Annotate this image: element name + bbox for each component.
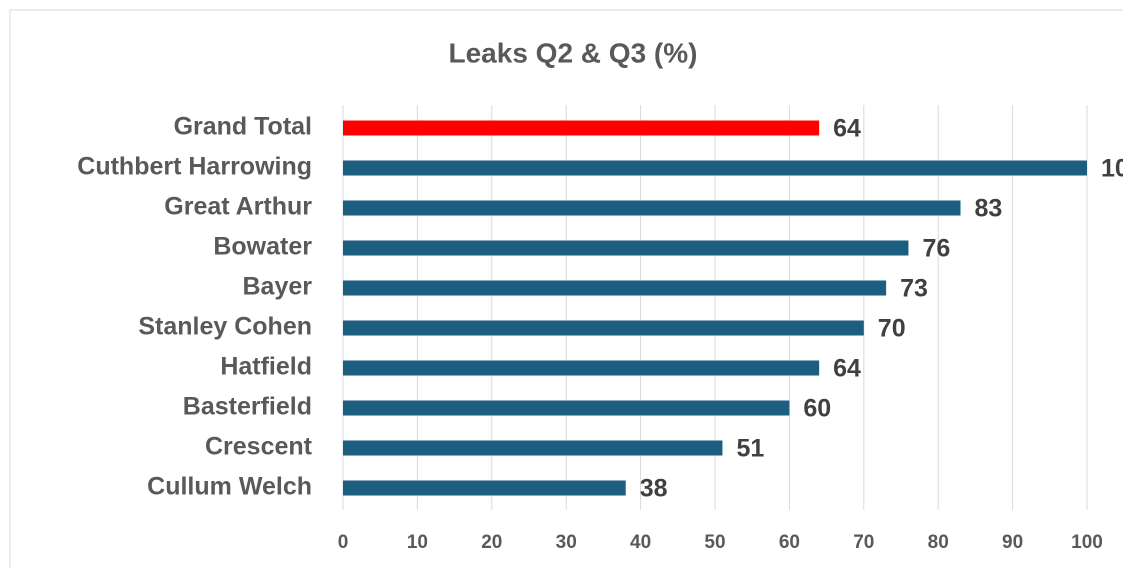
y-tick-label: Bayer — [243, 273, 313, 301]
y-tick-label: Stanley Cohen — [138, 313, 312, 341]
value-label: 64 — [833, 355, 861, 383]
bar — [343, 480, 626, 496]
y-tick-label: Hatfield — [220, 353, 312, 381]
x-tick-label: 20 — [481, 532, 502, 553]
x-tick-label: 90 — [1002, 532, 1023, 553]
value-label: 76 — [922, 235, 950, 263]
y-tick-label: Bowater — [213, 233, 312, 261]
x-tick-label: 50 — [704, 532, 725, 553]
bar — [343, 200, 961, 216]
x-tick-label: 10 — [407, 532, 428, 553]
bar — [343, 280, 887, 296]
y-tick-label: Cullum Welch — [147, 473, 312, 501]
x-tick-label: 40 — [630, 532, 651, 553]
x-tick-label: 0 — [338, 532, 349, 553]
value-label: 51 — [736, 435, 764, 463]
bar — [343, 320, 864, 336]
value-label: 73 — [900, 275, 928, 303]
value-label: 64 — [833, 115, 861, 143]
bar — [343, 440, 723, 456]
value-label: 38 — [640, 475, 668, 503]
y-tick-label: Crescent — [205, 433, 313, 461]
y-tick-label: Grand Total — [174, 113, 312, 141]
y-tick-label: Basterfield — [183, 393, 312, 421]
chart-title: Leaks Q2 & Q3 (%) — [449, 37, 698, 68]
x-tick-label: 100 — [1071, 532, 1103, 553]
value-label: 60 — [803, 395, 831, 423]
value-label: 100 — [1101, 155, 1123, 183]
x-tick-label: 80 — [928, 532, 949, 553]
bar — [343, 240, 909, 256]
value-label: 83 — [975, 195, 1003, 223]
bar — [343, 120, 820, 136]
bar — [343, 400, 790, 416]
x-tick-label: 60 — [779, 532, 800, 553]
y-tick-label: Great Arthur — [164, 193, 312, 221]
x-tick-label: 30 — [556, 532, 577, 553]
value-label: 70 — [878, 315, 906, 343]
bar — [343, 160, 1087, 176]
y-tick-label: Cuthbert Harrowing — [77, 153, 312, 181]
x-tick-label: 70 — [853, 532, 874, 553]
bar — [343, 360, 820, 376]
